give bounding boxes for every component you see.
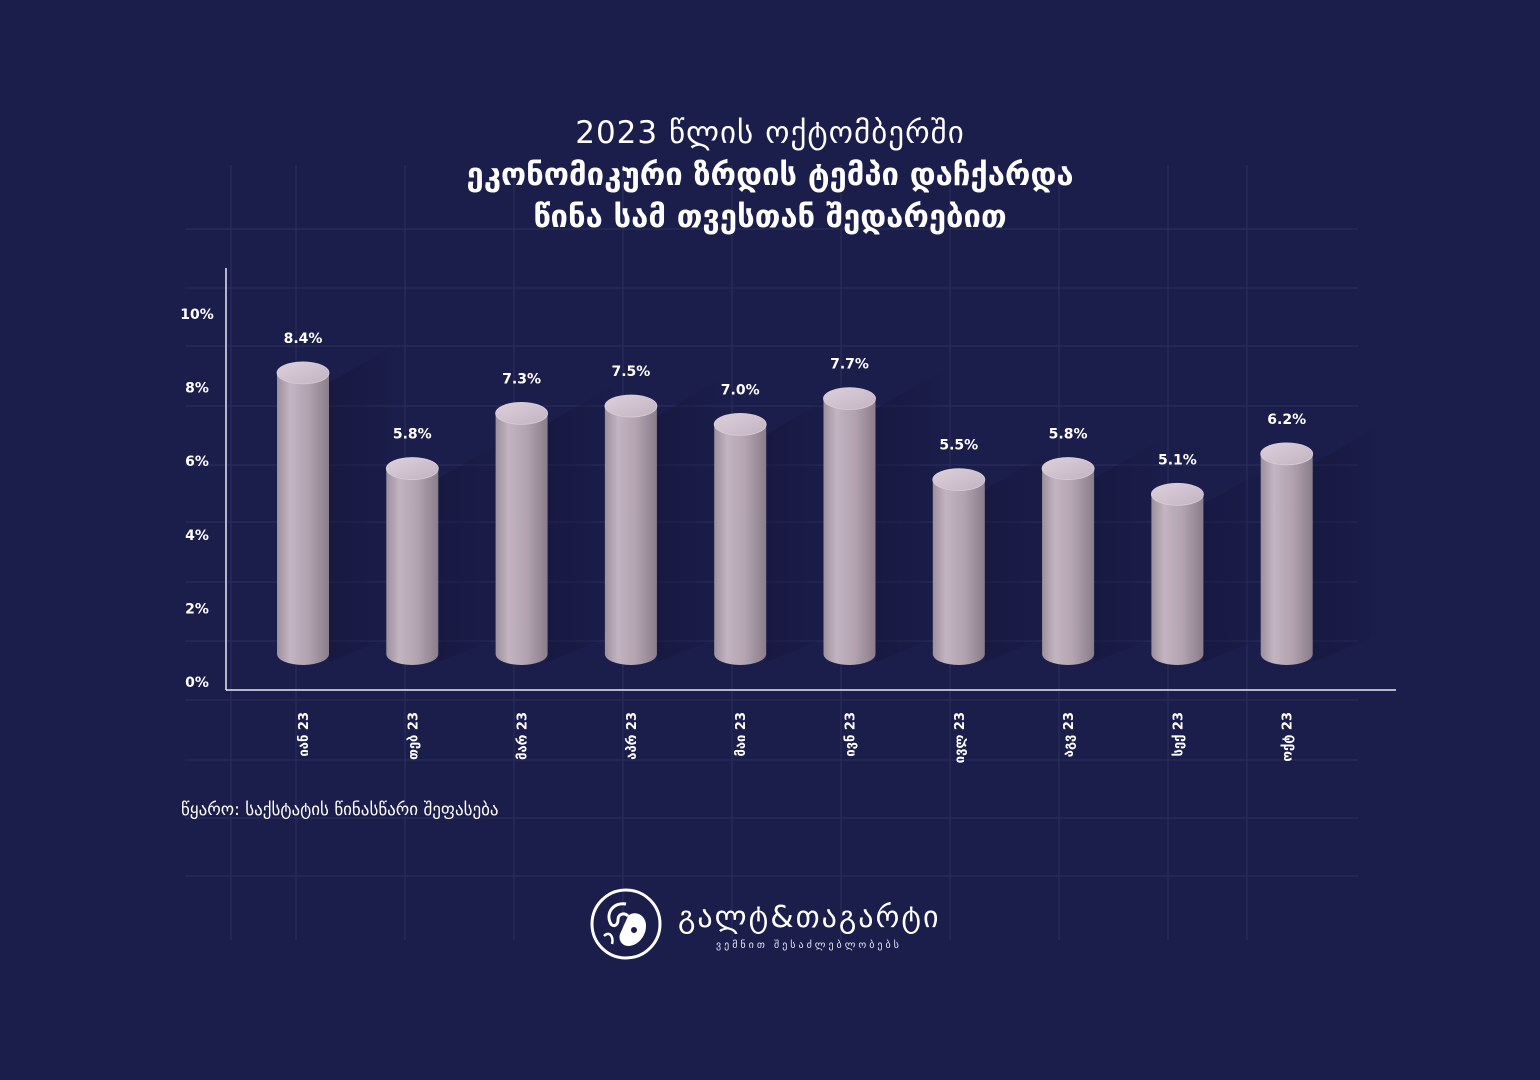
bar-body: [1042, 468, 1095, 665]
bar-body: [277, 372, 329, 665]
bar-top: [604, 394, 658, 418]
bar-top: [932, 468, 986, 492]
bar-body: [604, 406, 657, 665]
bar-body: [386, 468, 439, 665]
bar-shadow: [1094, 438, 1165, 662]
bar-top: [385, 457, 439, 480]
brand-name: გალტ&თაგარტი: [678, 900, 941, 935]
x-tick-label: სექ 23: [1171, 712, 1186, 757]
header-line-3: წინა სამ თვესთან შედარებით: [533, 199, 1007, 235]
value-label: 5.1%: [1158, 452, 1197, 468]
value-label: 6.2%: [1267, 412, 1306, 428]
bar: [385, 457, 439, 665]
x-tick-label: ივნ 23: [844, 712, 859, 757]
bar-shadow: [329, 342, 399, 662]
bar-top: [276, 361, 330, 385]
bar-top: [1151, 482, 1204, 506]
chart-axes: [225, 268, 1396, 691]
bar-shadow: [656, 376, 727, 662]
y-tick-label: 10%: [180, 307, 214, 323]
header-line-1: 2023 წლის ოქტომბერში: [575, 115, 965, 151]
source-note: წყარო: საქსტატის წინასწარი შეფასება: [181, 800, 499, 820]
x-tick-label: ივლ 23: [953, 712, 968, 763]
bar-shadow: [547, 383, 618, 662]
header-line-2: ეკონომიკური ზრდის ტემპი დაჩქარდა: [466, 157, 1074, 193]
value-label: 7.7%: [830, 357, 869, 373]
x-tick-label: აგვ 23: [1062, 712, 1077, 757]
bar: [276, 361, 330, 665]
bar-shadow: [766, 394, 837, 662]
bar: [1151, 482, 1204, 665]
bar-shadow: [1203, 464, 1274, 662]
value-label: 5.8%: [1049, 427, 1088, 443]
value-label: 5.5%: [939, 438, 978, 454]
y-tick-label: 4%: [185, 528, 209, 544]
bar-shadow: [984, 449, 1055, 662]
bar-top: [495, 401, 548, 425]
bar-shadows: [329, 342, 1383, 662]
brand-slogan: ვემნით შესაძლებლობებს: [716, 940, 902, 951]
brand-logo: გალტ&თაგარტი ვემნით შესაძლებლობებს: [588, 886, 968, 966]
value-label: 5.8%: [393, 427, 432, 443]
x-tick-label: იან 23: [297, 712, 312, 757]
bar: [1041, 457, 1095, 665]
ram-head-icon: [590, 888, 662, 960]
bar-top: [713, 412, 767, 436]
bar-body: [1260, 453, 1313, 665]
value-label: 7.5%: [611, 364, 650, 380]
y-tick-label: 8%: [185, 381, 209, 397]
bar: [495, 401, 548, 665]
value-labels: 8.4% 5.8% 7.3% 7.5% 7.0% 7.7% 5.5% 5.8% 5.1% 6.2%: [284, 331, 1307, 468]
bar-shadow: [1312, 423, 1383, 662]
bar-body: [1151, 494, 1204, 665]
bar-shadow: [875, 368, 946, 662]
value-label: 8.4%: [284, 331, 323, 347]
x-tick-label: ოქტ 23: [1281, 712, 1296, 762]
value-label: 7.0%: [721, 382, 760, 398]
bar-body: [823, 398, 876, 665]
bar-body: [932, 479, 985, 665]
x-tick-label: აპრ 23: [625, 712, 640, 760]
bar: [823, 387, 876, 665]
x-tick-label: თებ 23: [406, 712, 421, 760]
y-tick-label: 6%: [185, 454, 209, 470]
bar-body: [714, 424, 767, 665]
bar: [1260, 442, 1314, 665]
x-tick-labels: იან 23 თებ 23 მარ 23 აპრ 23 მაი 23 ივნ 23 ივლ …: [297, 712, 1296, 763]
y-tick-labels: 0% 2% 4% 6% 8% 10%: [180, 307, 214, 691]
x-tick-label: მარ 23: [516, 712, 531, 760]
bar-top: [823, 387, 876, 411]
bar-body: [495, 413, 548, 665]
y-tick-label: 0%: [185, 675, 209, 691]
value-label: 7.3%: [502, 371, 541, 387]
bar-top: [1041, 457, 1095, 480]
bar-top: [1260, 442, 1314, 466]
bar-shadow: [438, 438, 509, 662]
bars: [276, 361, 1314, 665]
bar: [932, 468, 986, 665]
chart-header: 2023 წლის ოქტომბერში ეკონომიკური ზრდის ტ…: [0, 112, 1540, 238]
bar: [713, 412, 767, 665]
x-tick-label: მაი 23: [734, 712, 749, 757]
bar: [604, 394, 658, 665]
y-tick-label: 2%: [185, 601, 209, 617]
